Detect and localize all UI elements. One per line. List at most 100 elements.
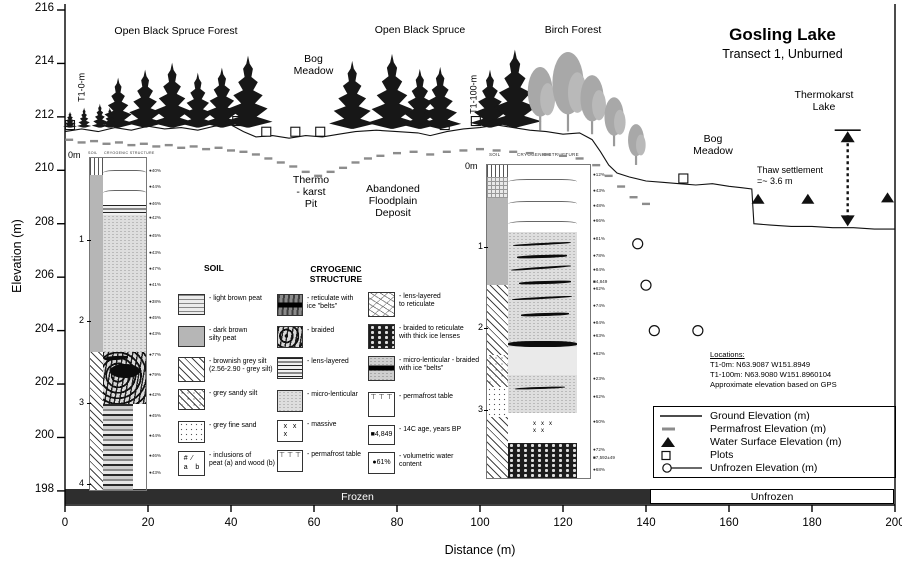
- left-cryo-braided: [103, 352, 146, 404]
- water-content-label: ●43%: [149, 250, 161, 255]
- pattern-legend-label: - permafrost table: [399, 393, 453, 400]
- pattern-swatch-icon: [178, 421, 205, 443]
- plots-legend-swatch-icon: [661, 451, 671, 461]
- spruce-tree-icon: [329, 60, 376, 129]
- unfrozen-marker: [632, 238, 644, 250]
- permafrost-dash: [189, 145, 198, 148]
- left-soil-silt: [90, 352, 103, 490]
- legend-row-unfrozen: Unfrozen Elevation (m): [658, 462, 891, 475]
- thaw-settlement-label: Thaw settlement =~ 3.6 m: [757, 165, 824, 186]
- pattern-legend-label: - lens-layered: [307, 358, 349, 365]
- zone-label-birch-forest: Birch Forest: [544, 24, 602, 36]
- pattern-swatch-icon: [277, 357, 303, 379]
- water-content-label: ●78%: [593, 253, 605, 258]
- x-tick-label: 140: [636, 517, 656, 529]
- permafrost-dash: [227, 149, 235, 152]
- depth-label: 1: [477, 240, 483, 251]
- permafrost-dash: [276, 161, 285, 164]
- permafrost-dash: [127, 143, 136, 147]
- left-soil-silty-peat: [90, 175, 103, 352]
- x-tick-label: 200: [885, 517, 902, 529]
- pattern-swatch-icon: [178, 326, 205, 347]
- right-cryo-braided-dark: [508, 443, 577, 478]
- permafrost-dash: [164, 143, 173, 147]
- permafrost-dash: [351, 161, 360, 164]
- thaw-arrow-top-head: [840, 131, 855, 143]
- birch-canopy: [614, 109, 626, 135]
- depth-label: 1: [78, 233, 84, 244]
- pattern-legend-label: - 14C age, years BP: [399, 426, 462, 433]
- water-content-label: ●43%: [149, 470, 161, 475]
- pattern-legend-label: - micro-lenticular - braided with ice "b…: [399, 357, 480, 372]
- pattern-legend-label: - inclusions of peat (a) and wood (b): [209, 452, 275, 467]
- thermokarst-lake-label: Thermokarst Lake: [794, 89, 854, 114]
- permafrost-dash: [239, 150, 248, 154]
- pattern-glyph: ⊤ ⊤ ⊤: [278, 452, 302, 459]
- right-cryo-upper: [508, 165, 577, 232]
- water-content-label: ●43%: [593, 188, 605, 193]
- permafrost-dash: [114, 141, 123, 144]
- left-cryo-lens: [103, 205, 146, 215]
- frozen-bar: Frozen: [65, 489, 650, 504]
- pattern-legend-label: - massive: [307, 421, 337, 428]
- right-soil-silt: [487, 285, 508, 355]
- pattern-swatch-icon: ●61%: [368, 452, 395, 474]
- legend-row-plots: Plots: [658, 449, 891, 462]
- permafrost-dash: [90, 139, 99, 143]
- permafrost-dash: [65, 138, 74, 141]
- x-tick-label: 60: [307, 517, 321, 529]
- spruce-tree-icon: [366, 53, 418, 129]
- depth-label: 2: [477, 322, 483, 332]
- pattern-swatch-icon: [277, 326, 303, 348]
- water-content-label: ●47%: [149, 266, 161, 271]
- water-content-label: ●46%: [149, 201, 161, 206]
- x-tick-label: 80: [390, 517, 404, 529]
- water-content-label: ●84%: [593, 267, 605, 272]
- depth-tick: [484, 409, 488, 411]
- pattern-legend-label: - braided: [307, 327, 335, 334]
- water-content-label: ●48%: [593, 203, 605, 208]
- pattern-swatch-icon: ⊤ ⊤ ⊤: [277, 450, 303, 472]
- water-content-label: ●62%: [593, 394, 605, 399]
- spruce-tree-icon: [150, 62, 195, 128]
- pattern-legend-label: - grey fine sand: [209, 422, 257, 429]
- zone-label-open-black-spruce: Open Black Spruce: [374, 24, 466, 36]
- right-cryo-light-band: [508, 347, 577, 375]
- frozen-bar-label: Frozen: [341, 490, 374, 503]
- depth-tick: [484, 246, 488, 248]
- x-axis-title: Distance (m): [444, 543, 516, 557]
- depth-tick: [87, 239, 91, 241]
- y-tick-label: 214: [34, 55, 54, 68]
- spruce-tree-icon: [488, 49, 542, 128]
- y-tick-label: 208: [34, 215, 54, 228]
- left-borehole-column: 1 2 3 4 ●40% ●44% ●46% ●42% ●45% ●43% ●47% ●41% ●38%…: [79, 157, 161, 491]
- pattern-swatch-icon: ⊤ ⊤ ⊤: [368, 392, 395, 417]
- pattern-swatch-icon: x x x: [277, 420, 303, 442]
- right-column-soil-header: SOIL: [489, 152, 501, 157]
- depth-label: 3: [477, 403, 483, 414]
- y-tick-label: 216: [34, 2, 54, 14]
- shrub-icon: [102, 107, 117, 128]
- thaw-arrow-bottom-head: [840, 215, 855, 227]
- water-content-label: ●84%: [593, 320, 605, 325]
- y-tick-label: 202: [34, 376, 54, 389]
- permafrost-dash: [102, 142, 111, 145]
- spruce-tree-icon: [101, 77, 136, 128]
- legend-label: Ground Elevation (m): [710, 409, 810, 422]
- water-surface-marker: [751, 193, 765, 204]
- pattern-legend-label: - volumetric water content: [399, 453, 454, 468]
- pattern-swatch-icon: [178, 357, 205, 382]
- spruce-tree-icon: [223, 55, 273, 128]
- depth-tick: [87, 321, 91, 322]
- depth-tick: [484, 328, 488, 329]
- legend-label: Plots: [710, 449, 734, 462]
- water-content-label: ●12%: [593, 172, 605, 177]
- water-content-label: ●74%: [593, 303, 605, 308]
- pattern-glyph: x x x: [283, 422, 297, 438]
- permafrost-dash: [642, 202, 650, 206]
- water-content-label: ●62%: [593, 286, 605, 291]
- shrub-icon: [77, 107, 92, 128]
- water-content-label: ■7,592±49: [593, 455, 615, 460]
- water-content-label: ●62%: [593, 351, 605, 356]
